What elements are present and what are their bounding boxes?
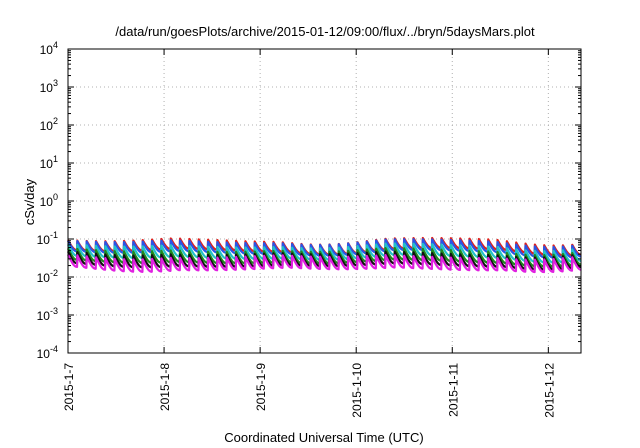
series-line	[67, 250, 582, 271]
grid-lines	[68, 49, 581, 353]
y-tick-exponent: 1	[53, 154, 58, 164]
y-tick-base: 10	[37, 233, 51, 247]
y-tick-base: 10	[37, 309, 51, 323]
y-axis-label: cSv/day	[22, 178, 37, 225]
y-tick-base: 10	[37, 347, 51, 361]
series-line	[67, 242, 582, 264]
y-tick-label: 10-1	[37, 230, 58, 247]
x-tick-label: 2015-1-7	[62, 363, 76, 411]
x-tick-labels: 2015-1-7 2015-1-8 2015-1-9 2015-1-10 2015-1-…	[62, 363, 556, 418]
y-tick-exponent: -2	[50, 268, 58, 278]
y-tick-label: 10-4	[37, 344, 58, 361]
y-tick-label: 10-2	[37, 268, 58, 285]
y-tick-label: 103	[40, 78, 58, 95]
y-tick-base: 10	[37, 271, 51, 285]
y-tick-label: 102	[40, 116, 58, 133]
series-group	[67, 236, 582, 274]
series-line	[67, 247, 582, 268]
y-tick-exponent: -1	[50, 230, 58, 240]
x-tick-label: 2015-1-10	[350, 363, 364, 418]
series-line	[67, 254, 582, 274]
y-tick-exponent: 4	[53, 40, 58, 50]
y-tick-label: 101	[40, 154, 58, 171]
x-tick-label: 2015-1-8	[158, 363, 172, 411]
y-tick-exponent: -4	[50, 344, 58, 354]
series-line	[67, 238, 582, 259]
y-tick-exponent: -3	[50, 306, 58, 316]
y-tick-base: 10	[40, 157, 54, 171]
plot-frame	[67, 48, 582, 354]
y-tick-exponent: 0	[53, 192, 58, 202]
y-tick-label: 100	[40, 192, 58, 209]
y-tick-label: 104	[40, 40, 58, 57]
y-tick-base: 10	[40, 43, 54, 57]
y-tick-base: 10	[40, 81, 54, 95]
y-tick-label: 10-3	[37, 306, 58, 323]
x-tick-label: 2015-1-9	[254, 363, 268, 411]
axes	[67, 48, 582, 354]
x-tick-label: 2015-1-11	[446, 363, 460, 417]
chart-title: /data/run/goesPlots/archive/2015-01-12/0…	[115, 24, 535, 39]
y-tick-exponent: 2	[53, 116, 58, 126]
y-tick-exponent: 3	[53, 78, 58, 88]
y-tick-base: 10	[40, 119, 54, 133]
y-tick-base: 10	[40, 195, 54, 209]
x-tick-label: 2015-1-12	[542, 363, 556, 418]
x-axis-label: Coordinated Universal Time (UTC)	[224, 430, 423, 445]
